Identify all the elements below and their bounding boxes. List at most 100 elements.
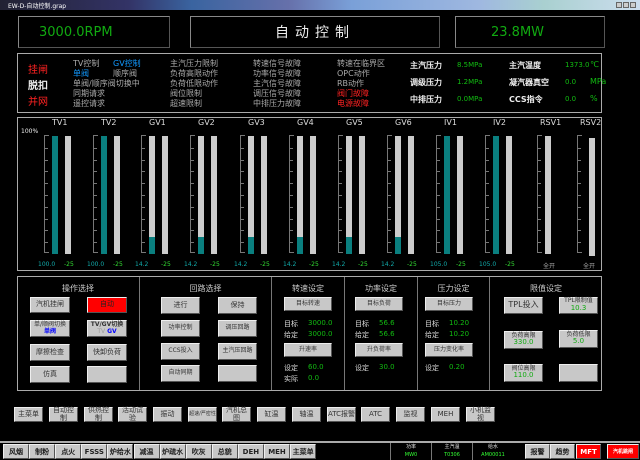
maximize-button[interactable]	[623, 2, 629, 8]
taskbar-button[interactable]: 炉给水	[107, 444, 134, 459]
tpl-limit-button[interactable]: TPL限制值 10.3	[559, 297, 598, 314]
hold-button[interactable]: 保持	[218, 297, 257, 314]
main-pressure-loop-button[interactable]: 主汽压回路	[218, 343, 257, 360]
minimize-button[interactable]	[616, 2, 622, 8]
valve-setpoint: -25	[64, 261, 74, 268]
press-title: 压力设定	[437, 284, 470, 293]
valve-position-fill	[297, 237, 303, 254]
fault-status: 调压信号故障	[253, 89, 301, 98]
button-label: 自动同期	[168, 369, 193, 377]
alarm-status: 电源故障	[337, 99, 369, 108]
valve-command-bar	[65, 136, 71, 254]
valve-value: 14.2	[332, 261, 346, 268]
blank-loop-button[interactable]	[218, 365, 257, 382]
nav-button[interactable]: ATC	[361, 407, 390, 422]
tv-gv-switch-button[interactable]: TV/GV切换 TV GV	[87, 320, 127, 337]
valve-value: 14.2	[184, 261, 198, 268]
nav-button[interactable]: 小机监视	[466, 406, 495, 422]
target-value: 3000.0	[308, 319, 333, 327]
taskbar-button[interactable]: 减温	[133, 444, 160, 459]
fast-unload-button[interactable]: 快卸负荷	[87, 344, 127, 361]
turbine-latch-button[interactable]: 汽机挂闸	[30, 297, 70, 313]
stat-label: 主汽温	[444, 444, 460, 450]
nav-button[interactable]: 活动试验	[118, 406, 147, 422]
button-label: 330.0	[513, 338, 534, 347]
stat-value: AM00011	[481, 452, 505, 458]
nav-button[interactable]: 超速/严密性	[188, 407, 217, 422]
valve-value: 14.2	[381, 261, 395, 268]
valve-scale	[44, 135, 49, 253]
blank-limit-button[interactable]	[559, 364, 598, 382]
nav-button[interactable]: 主菜单	[14, 407, 43, 422]
load-rate-button[interactable]: 升负荷率	[355, 343, 403, 357]
taskbar-button[interactable]: 制粉	[29, 444, 56, 459]
taskbar-button[interactable]: 点火	[55, 444, 82, 459]
valve-position-bar	[297, 136, 303, 254]
taskbar-button[interactable]: DEH	[237, 444, 264, 459]
valve-position-bar	[248, 136, 254, 254]
pressure-loop-button[interactable]: 调压回路	[218, 320, 257, 337]
stat-value: MW0	[404, 452, 418, 458]
ccs-enable-button[interactable]: CCS投入	[161, 343, 200, 360]
taskbar-button[interactable]: 总貌	[211, 444, 238, 459]
simulation-button[interactable]: 仿真	[30, 366, 70, 383]
valve-command-bar	[211, 136, 217, 254]
close-button[interactable]	[630, 2, 636, 8]
friction-check-button[interactable]: 摩擦检查	[30, 344, 70, 361]
speed-rate-button[interactable]: 升速率	[284, 343, 332, 357]
mft-button[interactable]: MFT	[576, 444, 601, 459]
valve-setpoint: -25	[505, 261, 515, 268]
blank-button[interactable]	[87, 366, 127, 383]
alarm-status: RB动作	[337, 79, 365, 88]
taskbar-button[interactable]: MEH	[264, 444, 290, 459]
load-target-button[interactable]: 目标负荷	[355, 297, 403, 311]
alarm-status: 转速在临界区	[337, 59, 385, 68]
given-label: 给定	[425, 331, 439, 339]
nav-button[interactable]: 监视	[396, 407, 425, 422]
param-value: 0.0	[565, 95, 577, 103]
auto-button[interactable]: 自动	[87, 297, 127, 313]
button-label: 110.0	[513, 371, 534, 380]
taskbar-button[interactable]: 吹灰	[185, 444, 212, 459]
run-button[interactable]: 进行	[161, 297, 200, 314]
taskbar-button[interactable]: 风烟	[3, 444, 29, 459]
nav-button[interactable]: 供热控制	[84, 406, 113, 422]
fault-status: 中排压力故障	[253, 99, 301, 108]
valve-value: 14.2	[135, 261, 149, 268]
auto-sync-button[interactable]: 自动同期	[161, 365, 200, 382]
nav-button[interactable]: 轴温	[292, 407, 321, 422]
fault-status: 功率信号故障	[253, 69, 301, 78]
speed-target-button[interactable]: 目标转速	[284, 297, 332, 311]
nav-button[interactable]: MEH	[431, 407, 460, 422]
breaker-status: 挂闸	[28, 65, 48, 76]
nav-button[interactable]: ATC报警	[327, 407, 356, 422]
valve-command-bar	[261, 136, 267, 254]
tpl-enable-button[interactable]: TPL投入	[504, 297, 543, 314]
alarm-button[interactable]: 报警	[525, 444, 550, 459]
taskbar-button[interactable]: 主菜单	[290, 444, 317, 459]
valve-position-bar	[444, 136, 450, 254]
press-target-button[interactable]: 目标压力	[425, 297, 473, 311]
param-value: 0.0MPa	[457, 95, 483, 103]
nav-button[interactable]: 汽机总图	[222, 406, 251, 422]
valve-command-bar	[457, 136, 463, 254]
load-high-limit-button[interactable]: 负荷高限 330.0	[504, 331, 543, 349]
turbine-trip-button[interactable]: 汽机跳闸	[607, 444, 639, 459]
taskbar-button[interactable]: 炉疏水	[159, 444, 186, 459]
nav-button[interactable]: 自动控制	[49, 406, 78, 422]
power-control-button[interactable]: 功率控制	[161, 320, 200, 337]
nav-button[interactable]: 振动	[153, 407, 182, 422]
nav-button[interactable]: 缸温	[257, 407, 286, 422]
button-label: 负荷低限	[566, 330, 591, 338]
valve-scale	[387, 135, 392, 253]
load-low-limit-button[interactable]: 负荷低限 5.0	[559, 330, 598, 348]
param-label: 主汽压力	[410, 61, 442, 70]
valve-position-limit-button[interactable]: 阀位高限 110.0	[504, 364, 543, 382]
trend-button[interactable]: 趋势	[550, 444, 575, 459]
press-rate-button[interactable]: 压力变化率	[425, 343, 473, 357]
valve-mode-switch-button[interactable]: 单/顺阀切换 单阀	[30, 320, 70, 337]
control-status: GV控制	[113, 59, 141, 68]
limit-status: 负荷高限动作	[170, 69, 218, 78]
taskbar-button[interactable]: FSSS	[81, 444, 108, 459]
valve-position-bar	[589, 138, 595, 256]
